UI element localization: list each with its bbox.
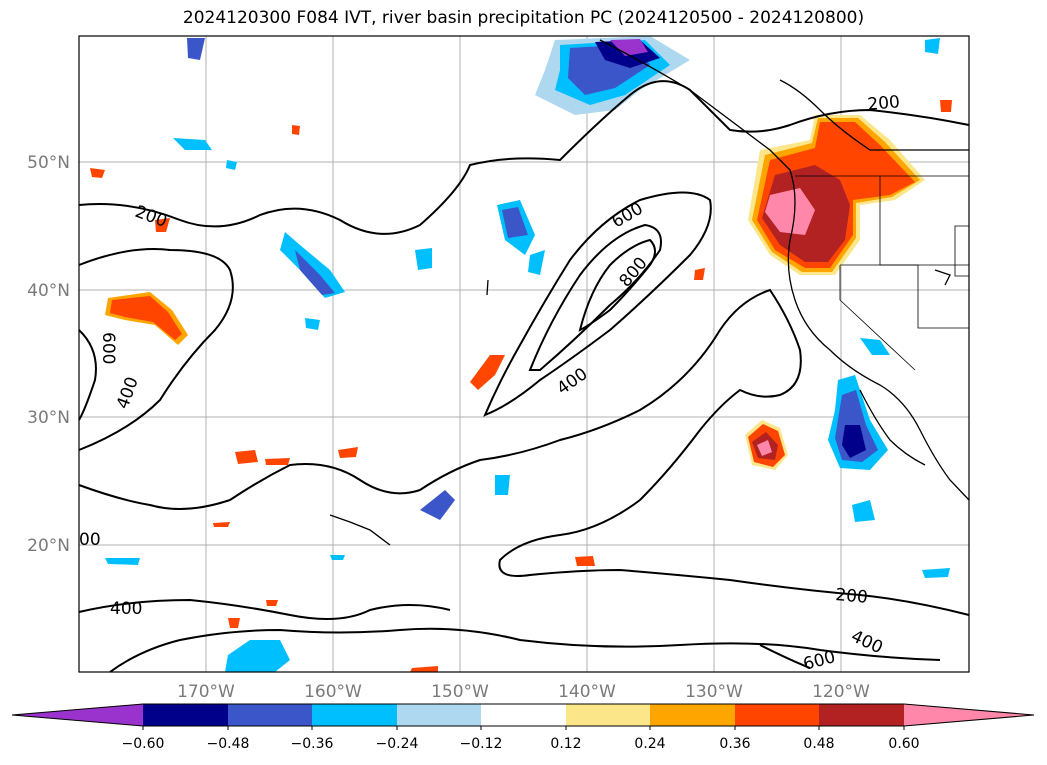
colorbar-swatch bbox=[819, 704, 904, 726]
contour-label: 400 bbox=[113, 374, 143, 411]
colorbar-swatch bbox=[12, 704, 143, 726]
lon-label: 170°W bbox=[177, 682, 235, 702]
colorbar-swatch bbox=[904, 704, 1034, 726]
colorbar-swatch bbox=[481, 704, 566, 726]
coastlines bbox=[329, 39, 970, 546]
contour-label: 200 bbox=[867, 92, 901, 115]
colorbar: −0.60 −0.48 −0.36 −0.24 −0.12 0.12 0.24 0.36 0.4… bbox=[11, 703, 1035, 752]
contour-label: 800 bbox=[616, 253, 652, 291]
lat-label: 50°N bbox=[27, 153, 70, 173]
colorbar-swatch bbox=[650, 704, 735, 726]
colorbar-tick-label: −0.48 bbox=[207, 736, 250, 752]
colorbar-outline bbox=[11, 703, 1035, 727]
contour-label: 400 bbox=[553, 364, 591, 399]
contour-label: 00 bbox=[79, 530, 101, 550]
precip-shading bbox=[90, 36, 952, 672]
colorbar-swatch bbox=[143, 704, 228, 726]
lon-label: 120°W bbox=[812, 682, 870, 702]
lon-label: 150°W bbox=[431, 682, 489, 702]
lon-label: 130°W bbox=[685, 682, 743, 702]
colorbar-tick-label: 0.60 bbox=[888, 736, 919, 752]
lat-label: 20°N bbox=[27, 536, 70, 556]
colorbar-swatch bbox=[228, 704, 312, 726]
contour-label: 200 bbox=[132, 202, 169, 232]
state-borders bbox=[795, 175, 970, 371]
map-title: 2024120300 F084 IVT, river basin precipi… bbox=[182, 8, 865, 28]
colorbar-swatch bbox=[397, 704, 481, 726]
colorbar-swatch bbox=[566, 704, 650, 726]
colorbar-swatch bbox=[312, 704, 397, 726]
colorbar-swatch bbox=[735, 704, 819, 726]
ivt-contours bbox=[78, 80, 970, 673]
lat-label: 30°N bbox=[27, 408, 70, 428]
contour-label: 400 bbox=[110, 599, 142, 619]
colorbar-tick-label: 0.12 bbox=[550, 736, 581, 752]
lon-label: 140°W bbox=[558, 682, 616, 702]
colorbar-tick-label: −0.24 bbox=[376, 736, 419, 752]
colorbar-tick-label: −0.36 bbox=[291, 736, 334, 752]
lon-label: 160°W bbox=[304, 682, 362, 702]
colorbar-tick-label: −0.60 bbox=[122, 736, 165, 752]
colorbar-tick-label: 0.48 bbox=[803, 736, 834, 752]
lat-label: 40°N bbox=[27, 281, 70, 301]
contour-label: 600 bbox=[98, 332, 118, 364]
contour-label: 600 bbox=[801, 647, 838, 675]
map-frame bbox=[78, 35, 970, 673]
colorbar-tick-label: −0.12 bbox=[460, 736, 503, 752]
colorbar-tick-label: 0.24 bbox=[634, 736, 665, 752]
colorbar-tick-label: 0.36 bbox=[719, 736, 750, 752]
contour-label: 200 bbox=[835, 585, 869, 608]
